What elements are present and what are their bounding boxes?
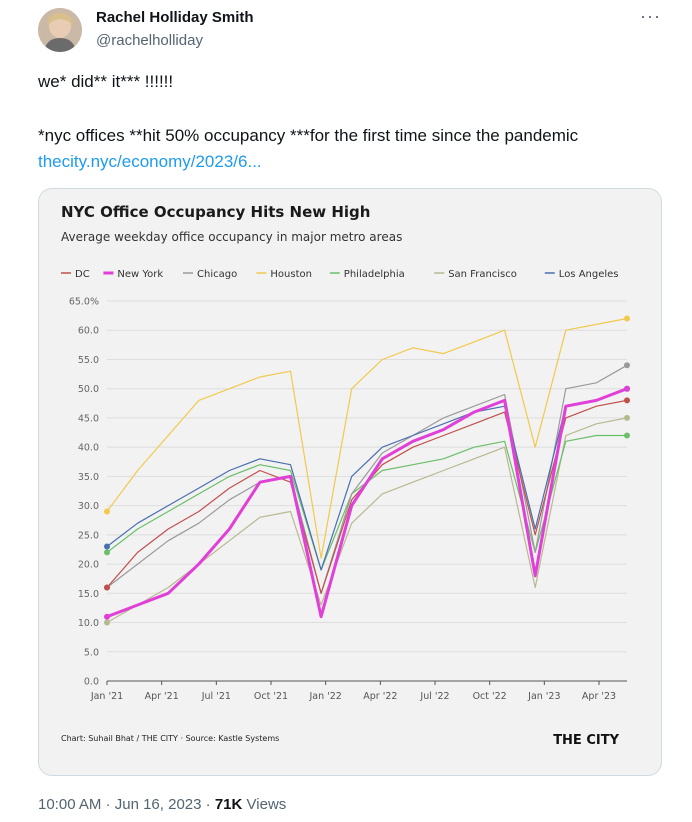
series-end-point	[624, 397, 630, 404]
x-tick-label: Apr '23	[582, 691, 616, 702]
series-end-point	[624, 385, 630, 392]
x-tick-label: Jan '22	[308, 691, 341, 702]
tweet-text-line-2: *nyc offices **hit 50% occupancy ***for …	[38, 126, 579, 145]
series-end-point	[624, 362, 630, 369]
series-end-point	[624, 414, 630, 421]
chart-image-card[interactable]: NYC Office Occupancy Hits New High Avera…	[38, 188, 662, 776]
series-start-point	[104, 619, 110, 626]
views-label: Views	[246, 796, 287, 813]
y-tick-label: 45.0	[78, 413, 99, 424]
legend-item: New York	[117, 269, 163, 280]
y-tick-label: 35.0	[78, 472, 99, 483]
series-end-point	[624, 432, 630, 439]
x-tick-label: Apr '22	[363, 691, 397, 702]
x-tick-label: Jan '21	[90, 691, 123, 702]
meta-separator: ·	[205, 796, 211, 813]
series-start-point	[104, 584, 110, 591]
series-line-san-francisco	[106, 417, 628, 624]
occupancy-chart: NYC Office Occupancy Hits New High Avera…	[61, 203, 630, 748]
chart-source-note: Chart: Suhail Bhat / THE CITY · Source: …	[61, 734, 279, 743]
y-axis-ticks: 0.0 5.0 10.0 15.0 20.0 25.0 30.0 35.0 40.0 45.0 50…	[69, 297, 99, 688]
avatar-image	[38, 8, 82, 52]
chart-title: NYC Office Occupancy Hits New High	[61, 203, 370, 221]
the-city-logo: THE CITY	[553, 733, 619, 748]
legend-item: DC	[75, 269, 90, 280]
tweet-date[interactable]: Jun 16, 2023	[114, 796, 202, 813]
y-tick-label: 15.0	[78, 589, 99, 600]
y-tick-label: 30.0	[78, 501, 99, 512]
series-start-point	[104, 543, 110, 550]
chart-series-lines	[106, 317, 628, 624]
legend-item: Chicago	[197, 269, 237, 280]
tweet-time[interactable]: 10:00 AM	[38, 796, 102, 813]
chart-subtitle: Average weekday office occupancy in majo…	[61, 230, 402, 244]
legend-item: Los Angeles	[559, 269, 619, 280]
x-tick-label: Jul '21	[201, 691, 231, 702]
x-tick-label: Oct '22	[473, 691, 507, 702]
y-tick-label: 65.0%	[69, 297, 99, 308]
series-line-new-york	[106, 387, 628, 619]
series-line-chicago	[106, 364, 628, 594]
chart-legend: DC New York Chicago Houston Philadelphia San …	[61, 269, 619, 280]
avatar[interactable]	[38, 8, 82, 52]
series-start-point	[104, 549, 110, 556]
y-tick-label: 0.0	[84, 677, 99, 688]
series-start-point	[104, 613, 110, 620]
meta-separator: ·	[105, 796, 111, 813]
series-line-houston	[106, 317, 628, 559]
y-tick-label: 50.0	[78, 384, 99, 395]
y-tick-label: 25.0	[78, 530, 99, 541]
x-tick-label: Jul '22	[419, 691, 449, 702]
series-line-los-angeles	[106, 388, 628, 571]
x-tick-label: Apr '21	[145, 691, 179, 702]
legend-item: Houston	[270, 269, 312, 280]
y-tick-label: 40.0	[78, 443, 99, 454]
x-tick-label: Jan '23	[527, 691, 560, 702]
series-start-point	[104, 508, 110, 515]
more-options-icon[interactable]: ···	[640, 6, 661, 26]
tweet-meta: 10:00 AM · Jun 16, 2023 · 71K Views	[38, 796, 286, 813]
chart-series-endpoints	[104, 315, 630, 626]
x-axis-ticks: Jan '21 Apr '21 Jul '21 Oct '21 Jan '22 Apr '…	[90, 681, 616, 702]
legend-item: Philadelphia	[344, 269, 405, 280]
x-tick-label: Oct '21	[254, 691, 288, 702]
legend-item: San Francisco	[448, 269, 517, 280]
author-name[interactable]: Rachel Holliday Smith	[96, 9, 254, 26]
y-tick-label: 5.0	[84, 647, 99, 658]
author-handle[interactable]: @rachelholliday	[96, 32, 203, 49]
y-tick-label: 20.0	[78, 560, 99, 571]
y-tick-label: 10.0	[78, 618, 99, 629]
tweet-text-line-1: we* did** it*** !!!!!!	[38, 72, 174, 91]
y-tick-label: 60.0	[78, 326, 99, 337]
tweet-link[interactable]: thecity.nyc/economy/2023/6...	[38, 152, 262, 171]
views-count: 71K	[214, 796, 243, 813]
series-end-point	[624, 315, 630, 322]
y-tick-label: 55.0	[78, 355, 99, 366]
